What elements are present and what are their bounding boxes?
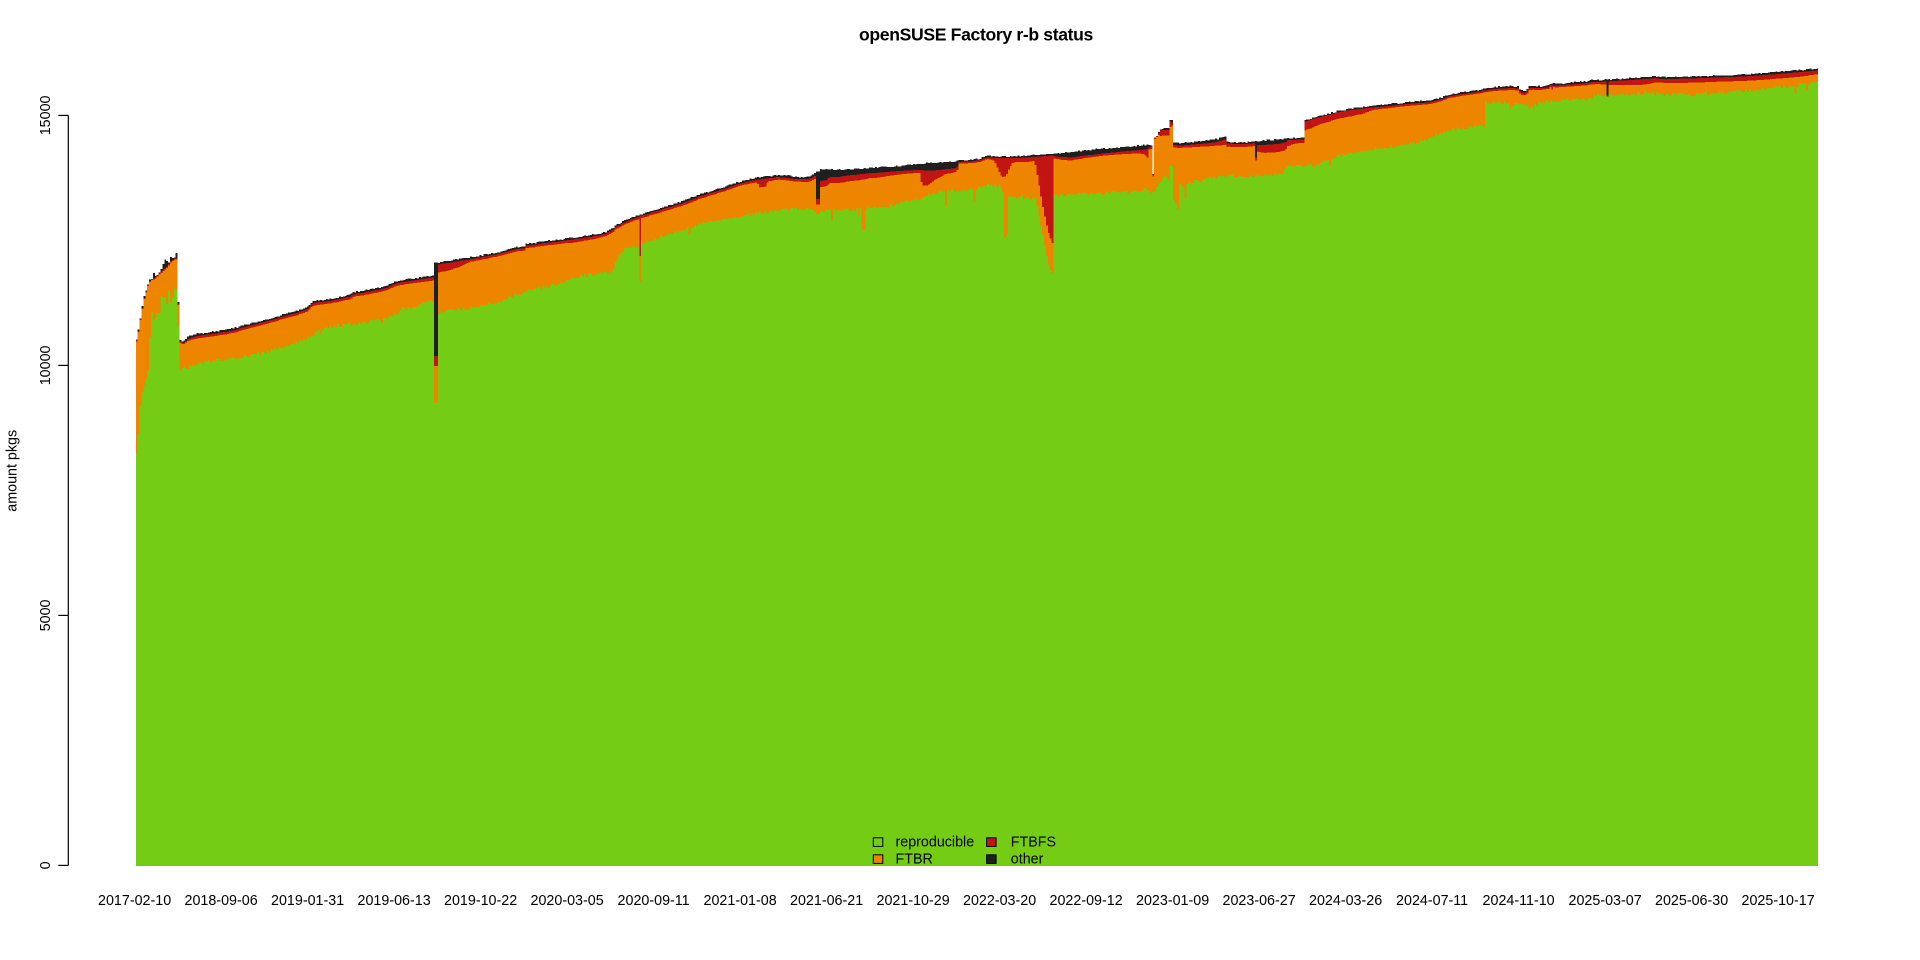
svg-text:2025-10-17: 2025-10-17: [1742, 893, 1815, 909]
svg-text:2025-06-30: 2025-06-30: [1655, 893, 1728, 909]
svg-text:2018-09-06: 2018-09-06: [185, 893, 258, 909]
svg-text:2020-03-05: 2020-03-05: [531, 893, 604, 909]
svg-text:openSUSE Factory r-b status: openSUSE Factory r-b status: [859, 24, 1094, 44]
svg-text:2019-10-22: 2019-10-22: [444, 893, 517, 909]
svg-text:2022-09-12: 2022-09-12: [1050, 893, 1123, 909]
svg-text:2019-01-31: 2019-01-31: [271, 893, 344, 909]
svg-text:2024-07-11: 2024-07-11: [1396, 893, 1468, 909]
svg-text:2025-03-07: 2025-03-07: [1569, 893, 1642, 909]
svg-text:15000: 15000: [38, 95, 54, 135]
svg-text:2017-02-10: 2017-02-10: [98, 893, 171, 909]
svg-text:FTBFS: FTBFS: [1011, 834, 1056, 850]
svg-text:2024-11-10: 2024-11-10: [1483, 893, 1555, 909]
svg-text:FTBR: FTBR: [896, 851, 933, 867]
svg-text:2020-09-11: 2020-09-11: [618, 893, 690, 909]
svg-text:2021-01-08: 2021-01-08: [704, 893, 777, 909]
svg-text:reproducible: reproducible: [896, 834, 975, 850]
svg-text:amount pkgs: amount pkgs: [5, 430, 21, 512]
svg-text:2023-01-09: 2023-01-09: [1136, 893, 1209, 909]
svg-text:2019-06-13: 2019-06-13: [358, 893, 431, 909]
svg-text:2024-03-26: 2024-03-26: [1309, 893, 1382, 909]
svg-text:2022-03-20: 2022-03-20: [963, 893, 1036, 909]
svg-text:5000: 5000: [38, 599, 54, 631]
svg-text:2021-06-21: 2021-06-21: [790, 893, 863, 909]
svg-text:2021-10-29: 2021-10-29: [877, 893, 950, 909]
svg-text:0: 0: [38, 861, 54, 869]
svg-text:other: other: [1011, 851, 1044, 867]
svg-text:10000: 10000: [38, 345, 54, 385]
svg-text:2023-06-27: 2023-06-27: [1223, 893, 1296, 909]
